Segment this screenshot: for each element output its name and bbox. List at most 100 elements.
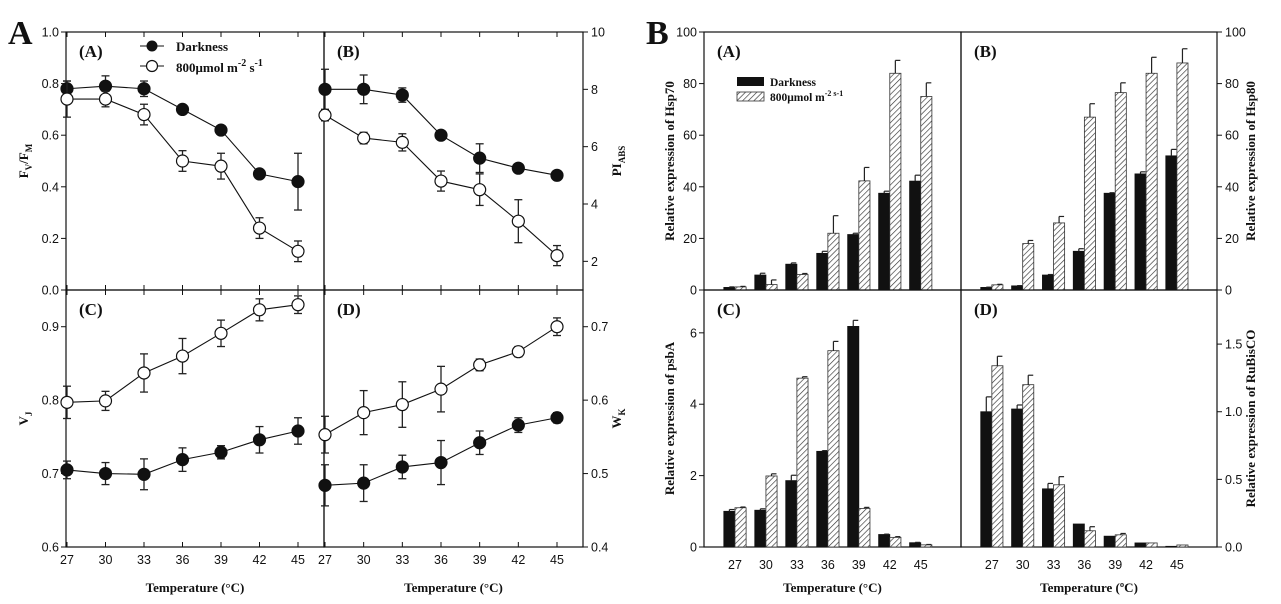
- y-tick-label: 0.6: [42, 541, 59, 555]
- data-point: [98, 394, 113, 408]
- bar: [816, 450, 829, 548]
- y-tick-label: 0.8: [42, 394, 59, 408]
- bar: [878, 534, 891, 548]
- legend-swatch-light: [736, 91, 765, 102]
- data-point: [318, 108, 332, 122]
- bar: [1134, 173, 1147, 291]
- bar: [1011, 285, 1024, 291]
- x-tick-label: 30: [99, 553, 113, 567]
- y-tick-label: 0: [690, 541, 697, 555]
- bar: [1165, 155, 1178, 291]
- y-tick-label: 4: [591, 198, 598, 212]
- y-tick-label: 1.5: [1225, 338, 1242, 352]
- x-axis-title: Temperature (°C): [404, 580, 503, 595]
- data-point: [98, 92, 113, 106]
- x-tick-label: 39: [214, 553, 228, 567]
- y-tick-label: 2: [690, 469, 697, 483]
- data-point: [291, 424, 305, 438]
- x-tick-label: 45: [914, 558, 928, 572]
- y-tick-label: 20: [683, 232, 697, 246]
- data-point: [214, 445, 228, 459]
- bar: [878, 192, 891, 291]
- bar: [1176, 62, 1189, 291]
- plot-frame: [323, 289, 584, 548]
- data-point: [357, 406, 371, 420]
- data-point: [395, 135, 409, 149]
- data-point: [550, 249, 564, 263]
- bar: [920, 96, 933, 291]
- data-point: [175, 453, 190, 467]
- plot-frame: [323, 31, 584, 291]
- bar: [1145, 542, 1158, 548]
- figure-letter-a: A: [8, 15, 33, 52]
- bar: [1072, 523, 1085, 548]
- panel-b-b: (B) 0 20 40 60 80 100 Relative expression of Hs…: [960, 26, 1258, 298]
- series-darkness: [318, 68, 564, 182]
- y-tick-label: 0.4: [42, 180, 59, 194]
- bar: [1145, 72, 1158, 291]
- data-point: [357, 476, 371, 490]
- data-point: [214, 123, 228, 137]
- data-point: [137, 107, 151, 122]
- series-light: [734, 340, 933, 548]
- data-point: [473, 183, 487, 197]
- bar: [754, 509, 767, 548]
- bar: [1103, 192, 1116, 291]
- y-tick-label: 60: [1225, 129, 1239, 143]
- panel-tag: (D): [974, 300, 998, 319]
- x-tick-label: 45: [550, 553, 564, 567]
- series-darkness: [980, 396, 1178, 548]
- data-point: [60, 92, 74, 106]
- x-tick-label: 27: [728, 558, 742, 572]
- panel-tag: (C): [79, 300, 103, 319]
- bar: [847, 234, 860, 291]
- bar: [1134, 542, 1147, 548]
- y-tick-label: 0.5: [1225, 473, 1242, 487]
- data-point: [60, 395, 74, 409]
- bar: [1083, 530, 1096, 548]
- y-tick-label: 4: [690, 398, 697, 412]
- data-point: [511, 214, 525, 228]
- bar: [1114, 92, 1127, 291]
- data-point: [252, 221, 267, 235]
- bar: [1053, 484, 1066, 548]
- panel-tag: (A): [79, 42, 103, 61]
- panel-a-c: (C) 0.6 0.7 0.8 0.9 VJ 27 30 33 36 39 42 45 Temperatu…: [16, 289, 325, 595]
- legend-marker-light: [145, 59, 159, 73]
- data-point: [214, 326, 228, 340]
- bar: [1011, 408, 1024, 548]
- data-point: [318, 82, 332, 96]
- x-axis-title: Temperature (°C): [146, 580, 245, 595]
- plots-layer: (A) 0.0 0.2 0.4 0.6 0.8 1.0 FV/FM (B) 2 4 6 8 10 PIABS…: [16, 26, 1258, 596]
- x-tick-label: 36: [821, 558, 835, 572]
- bar: [816, 252, 829, 291]
- bar: [796, 274, 809, 291]
- x-tick-label: 33: [395, 553, 409, 567]
- data-point: [473, 358, 487, 372]
- panel-tag: (A): [717, 42, 741, 61]
- data-point: [434, 128, 448, 142]
- legend-label-light-b: 800μmol m-2 s-1: [770, 89, 843, 104]
- data-point: [511, 345, 525, 359]
- y-tick-label: 0: [1225, 284, 1232, 298]
- panel-b-a: (A) 0 20 40 60 80 100 Relative expression of Hs…: [662, 26, 962, 298]
- y-axis-title: VJ: [16, 411, 34, 425]
- y-tick-label: 0.8: [42, 77, 59, 91]
- y-tick-label: 0.0: [1225, 541, 1242, 555]
- legend-label-light: 800μmol m-2 s-1: [176, 58, 263, 75]
- data-point: [395, 88, 409, 102]
- data-point: [473, 151, 487, 165]
- y-tick-label: 0: [690, 284, 697, 298]
- bar: [858, 180, 871, 291]
- data-point: [473, 436, 487, 450]
- data-point: [60, 463, 74, 477]
- bar: [858, 508, 871, 548]
- bar: [889, 72, 902, 291]
- y-tick-label: 1.0: [1225, 405, 1242, 419]
- x-tick-label: 33: [137, 553, 151, 567]
- bar: [920, 544, 933, 548]
- data-point: [175, 349, 190, 363]
- bar: [1083, 116, 1096, 291]
- panel-a-a: (A) 0.0 0.2 0.4 0.6 0.8 1.0 FV/FM: [16, 26, 325, 298]
- bar: [980, 411, 993, 548]
